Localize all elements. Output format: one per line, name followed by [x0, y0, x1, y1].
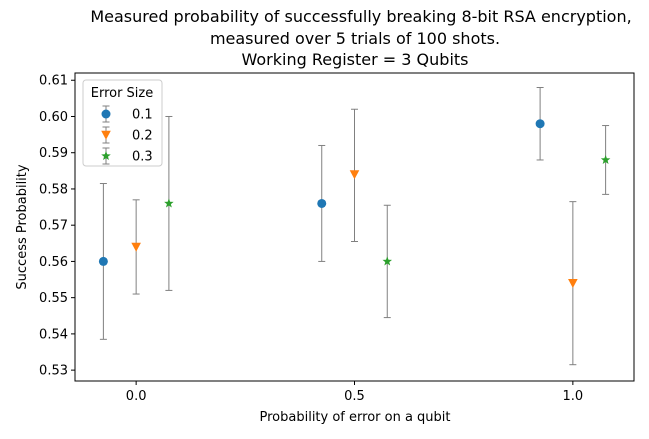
- legend-item: 0.2: [101, 126, 153, 144]
- legend-label: 0.1: [132, 108, 153, 123]
- legend-label: 0.3: [132, 150, 153, 165]
- legend-item: 0.3: [101, 147, 153, 165]
- y-tick-label: 0.58: [39, 182, 68, 197]
- x-tick-label: 1.0: [563, 389, 584, 404]
- chart-title: Measured probability of successfully bre…: [90, 7, 631, 69]
- series-0.3: [164, 115, 611, 319]
- data-point: [98, 256, 108, 266]
- y-tick-label: 0.57: [39, 219, 68, 234]
- legend-box: [82, 79, 163, 167]
- data-point: [568, 278, 578, 288]
- y-tick-label: 0.54: [39, 327, 68, 342]
- y-tick-label: 0.59: [39, 146, 68, 161]
- legend-marker: [101, 130, 111, 140]
- y-axis-label: Success Probability: [15, 164, 30, 289]
- data-point: [317, 198, 327, 208]
- x-tick-label: 0.5: [344, 389, 365, 404]
- data-point: [382, 256, 393, 266]
- data-point: [164, 198, 174, 208]
- x-tick-label: 0.0: [126, 389, 147, 404]
- legend-marker: [101, 109, 111, 119]
- y-tick-label: 0.55: [39, 291, 68, 306]
- y-tick-label: 0.56: [39, 255, 68, 270]
- y-tick-label: 0.53: [39, 364, 68, 379]
- x-axis: 0.0 0.5 1.0: [126, 381, 583, 404]
- title-line-2: measured over 5 trials of 100 shots.: [210, 29, 500, 48]
- data-point: [535, 119, 545, 129]
- legend-item: 0.1: [101, 105, 153, 123]
- series-0.2: [131, 108, 578, 366]
- data-series: [98, 86, 611, 366]
- data-point: [600, 154, 611, 165]
- series-0.1: [98, 86, 545, 340]
- data-point: [349, 170, 360, 180]
- legend-title: Error Size: [91, 86, 154, 101]
- legend-label: 0.2: [132, 129, 153, 144]
- y-axis: 0.53 0.54 0.55 0.56 0.57 0.58 0.59 0.60 0.61: [39, 74, 75, 379]
- y-tick-label: 0.61: [39, 74, 68, 89]
- legend-items: 0.1 0.2 0.3: [101, 105, 153, 165]
- legend: Error Size 0.1 0.2 0.3: [82, 79, 163, 167]
- y-tick-label: 0.60: [39, 110, 68, 125]
- data-point: [131, 242, 141, 252]
- legend-marker: [101, 151, 111, 161]
- title-line-1: Measured probability of successfully bre…: [90, 7, 631, 26]
- title-line-3: Working Register = 3 Qubits: [241, 50, 468, 69]
- x-axis-label: Probability of error on a qubit: [260, 410, 451, 425]
